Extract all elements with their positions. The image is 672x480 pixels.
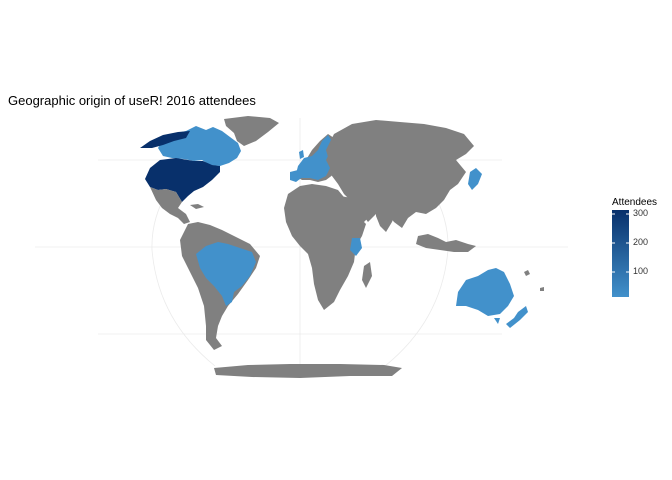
legend-colorbar — [612, 210, 629, 297]
region-caribbean — [190, 204, 204, 209]
map-title: Geographic origin of useR! 2016 attendee… — [8, 93, 256, 108]
legend-tick-label: 300 — [633, 208, 649, 218]
region-pacific-islands — [524, 270, 544, 291]
country-mexico — [150, 187, 190, 224]
country-madagascar — [362, 262, 372, 288]
country-japan — [468, 168, 482, 190]
country-united-kingdom — [299, 150, 304, 159]
legend-tick-label: 200 — [633, 237, 649, 247]
country-spain — [290, 170, 304, 182]
legend-tick-marks — [612, 213, 629, 273]
legend-tick-label: 100 — [633, 266, 649, 276]
continent-africa — [284, 184, 366, 310]
continent-asia — [326, 120, 474, 228]
country-united-states — [145, 158, 220, 202]
country-australia-tasmania — [494, 318, 500, 324]
country-australia — [456, 268, 514, 316]
country-greenland — [224, 116, 279, 146]
legend-title: Attendees — [612, 197, 658, 208]
country-brazil — [196, 242, 256, 306]
country-united-states-alaska — [140, 131, 190, 148]
country-india — [376, 206, 396, 232]
country-kenya — [350, 238, 362, 256]
continent-antarctica — [214, 364, 402, 378]
region-southeast-asia — [416, 234, 476, 252]
country-new-zealand — [506, 306, 528, 328]
region-western-europe — [296, 135, 332, 180]
